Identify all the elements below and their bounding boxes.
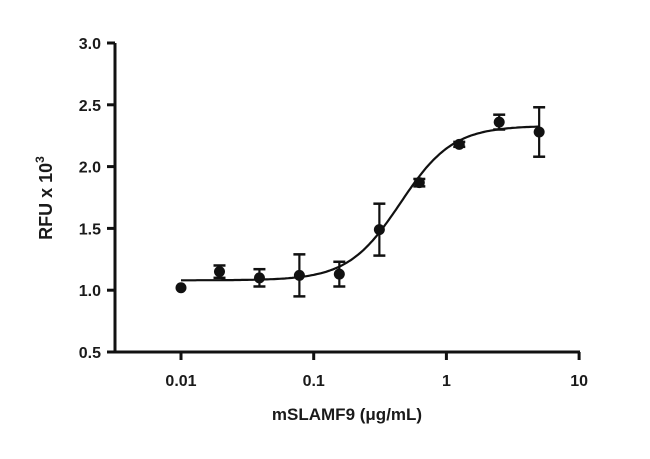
fit-curve: [181, 125, 540, 282]
y-tick-label: 2.5: [79, 98, 101, 115]
y-tick-label: 0.5: [79, 345, 101, 362]
y-tick-label: 3.0: [79, 36, 101, 53]
data-point: [333, 268, 345, 280]
y-tick-label: 1.0: [79, 283, 101, 300]
y-axis-label: RFU x 103: [33, 156, 56, 240]
y-axis-label-text: RFU x 10: [36, 163, 56, 240]
data-point: [213, 266, 225, 278]
data-point: [253, 272, 265, 284]
data-point: [453, 138, 465, 150]
data-point: [413, 177, 425, 189]
x-tick-label: 10: [570, 373, 588, 390]
x-tick-label: 0.01: [165, 373, 196, 390]
data-point: [293, 269, 305, 281]
data-point: [175, 282, 187, 294]
y-axis-label-exponent: 3: [33, 156, 47, 163]
y-tick-label: 2.0: [79, 160, 101, 177]
data-point: [533, 126, 545, 138]
data-point: [493, 116, 505, 128]
x-axis-label: mSLAMF9 (μg/mL): [272, 405, 422, 424]
x-tick-label: 0.1: [303, 373, 325, 390]
data-point: [373, 224, 385, 236]
y-tick-label: 1.5: [79, 221, 101, 238]
x-tick-label: 1: [442, 373, 451, 390]
